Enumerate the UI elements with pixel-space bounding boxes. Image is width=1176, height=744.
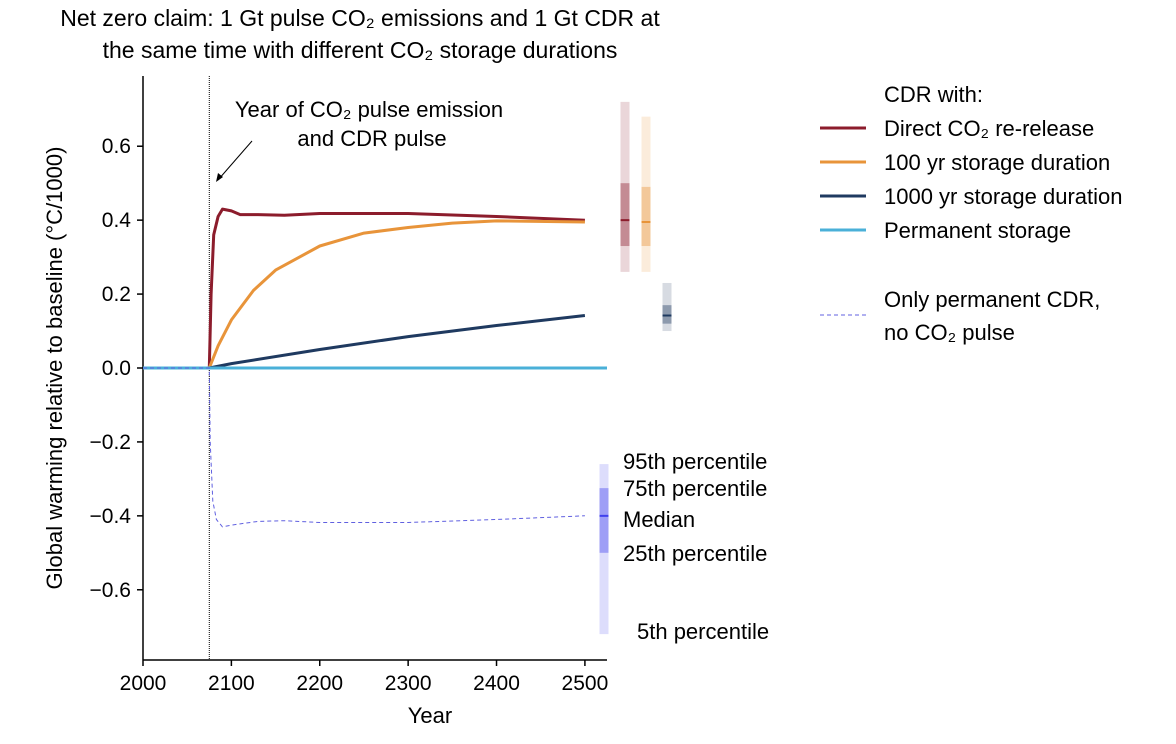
ranges-group (576, 101, 672, 635)
legend-label-0: Direct CO₂ re-release (884, 116, 1094, 141)
y-axis-label: Global warming relative to baseline (°C/… (42, 147, 67, 590)
range-5-95 (599, 464, 609, 635)
y-tick-label: 0.4 (102, 209, 132, 232)
legend: Direct CO₂ re-release 100 yr storage dura… (820, 116, 1123, 345)
legend-label-4-line2: no CO₂ pulse (884, 320, 1015, 345)
label-5th-percentile: 5th percentile (637, 619, 769, 644)
y-tick-label: 0.0 (102, 357, 131, 380)
y-tick-label: 0.2 (102, 283, 131, 306)
y-tick-label: −0.4 (90, 505, 132, 528)
annotation-arrowhead (216, 173, 223, 182)
x-tick-label: 2300 (385, 672, 432, 695)
range-25-75 (599, 488, 609, 553)
y-tick-label: −0.6 (90, 579, 131, 602)
chart-title-line2: the same time with different CO₂ storage… (103, 37, 618, 63)
x-tick-label: 2400 (473, 672, 520, 695)
legend-label-1: 100 yr storage duration (884, 150, 1110, 175)
legend-label-3: Permanent storage (884, 218, 1071, 243)
x-tick-label: 2000 (120, 672, 167, 695)
annotation-line1: Year of CO₂ pulse emission (235, 97, 503, 122)
legend-label-4-line1: Only permanent CDR, (884, 287, 1100, 312)
series-line-1 (143, 219, 585, 370)
series-group (143, 207, 607, 528)
series-line-0 (143, 207, 585, 370)
legend-title: CDR with: (884, 82, 983, 107)
x-tick-label: 2500 (562, 672, 609, 695)
range-25-75 (662, 305, 672, 324)
series-line-4 (143, 367, 585, 528)
legend-label-2: 1000 yr storage duration (884, 184, 1123, 209)
y-ticks: −0.6 −0.4 −0.2 0.0 0.2 0.4 0.6 (90, 135, 143, 602)
chart-title-line1: Net zero claim: 1 Gt pulse CO₂ emissions… (60, 5, 660, 31)
x-axis-label: Year (408, 703, 452, 728)
range-25-75 (641, 186, 651, 247)
range-5-95 (641, 116, 651, 272)
annotation-arrow (217, 140, 253, 181)
annotation-line2: and CDR pulse (297, 126, 446, 151)
range-25-75 (620, 183, 630, 247)
label-25th-percentile: 25th percentile (623, 541, 767, 566)
x-tick-label: 2200 (296, 672, 343, 695)
x-tick-label: 2100 (208, 672, 255, 695)
range-5-95 (620, 101, 630, 272)
y-tick-label: −0.2 (90, 431, 131, 454)
x-ticks: 2000 2100 2200 2300 2400 2500 (120, 660, 609, 695)
label-median: Median (623, 507, 695, 532)
range-5-95 (662, 282, 672, 332)
label-75th-percentile: 75th percentile (623, 476, 767, 501)
y-tick-label: 0.6 (102, 135, 131, 158)
label-95th-percentile: 95th percentile (623, 449, 767, 474)
